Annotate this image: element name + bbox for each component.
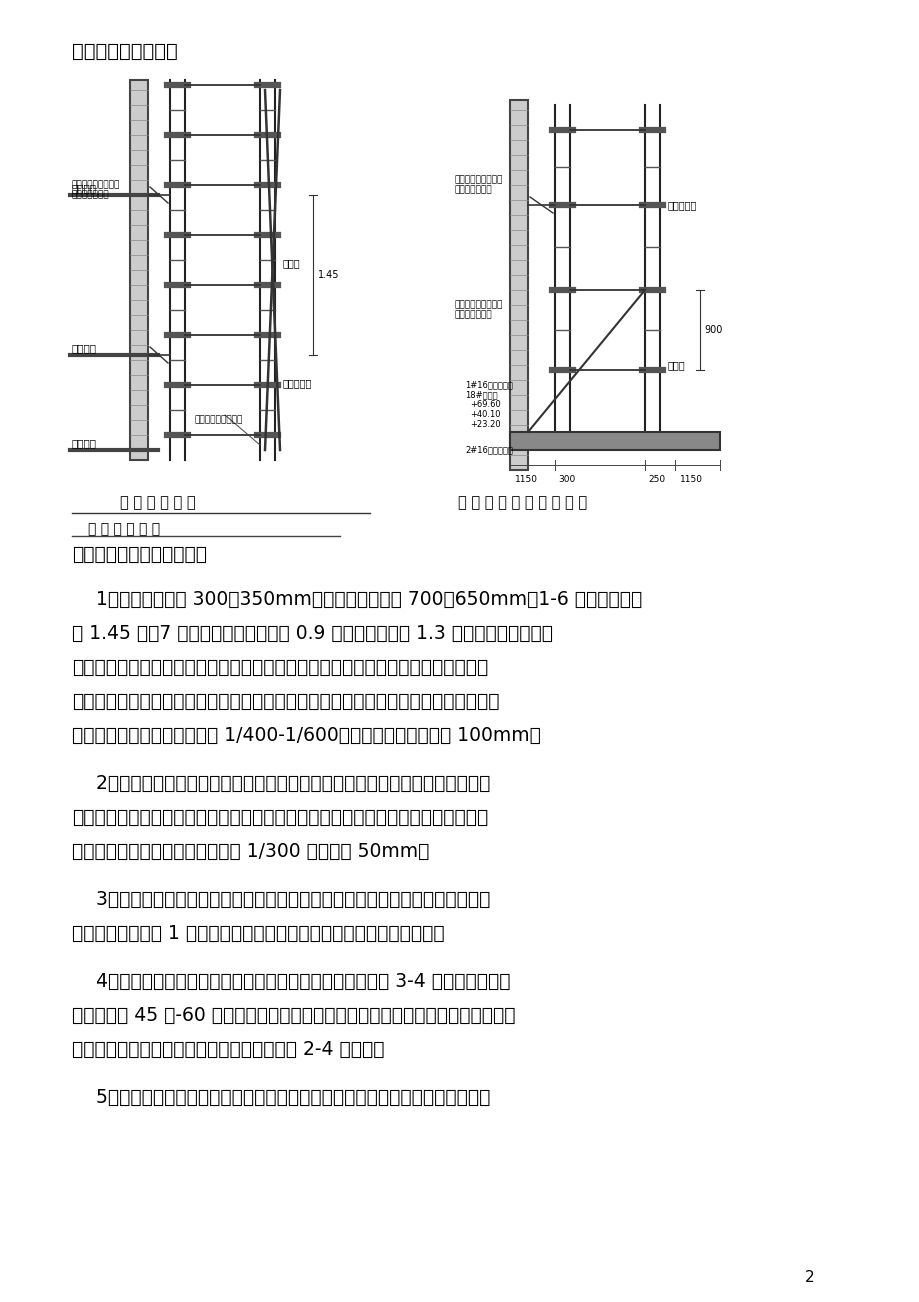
Text: 2: 2 [804,1269,814,1285]
Text: 在不同的立杆纵距中，与相近立杆的距离不大于纵距的三分之一。同一排大横杆的水: 在不同的立杆纵距中，与相近立杆的距离不大于纵距的三分之一。同一排大横杆的水 [72,809,488,827]
Text: 2）大横杆均设置在双排架立杆的内侧，上下两排大横杆的接长位置应错开布置: 2）大横杆均设置在双排架立杆的内侧，上下两排大横杆的接长位置应错开布置 [72,773,490,793]
Text: 18#工字钢: 18#工字钢 [464,391,497,398]
Text: 相邻立杆之间加设 1 根，在任何情况下，均不得拆除贴近立杆的小横杆。: 相邻立杆之间加设 1 根，在任何情况下，均不得拆除贴近立杆的小横杆。 [72,924,444,943]
Text: +40.10: +40.10 [470,410,500,419]
Text: 一层楼面: 一层楼面 [72,437,96,448]
Text: +69.60: +69.60 [470,400,500,409]
Text: 2#16钢筋箍固定: 2#16钢筋箍固定 [464,445,512,454]
Bar [509,432,720,450]
Text: 立杆的垂直偏差应控制在架高 1/400-1/600，使其全高偏斜不大于 100mm。: 立杆的垂直偏差应控制在架高 1/400-1/600，使其全高偏斜不大于 100m… [72,727,540,745]
Text: 每立杆下双根剪支撑: 每立杆下双根剪支撑 [195,415,244,424]
Text: 为 1.45 米，7 层以上的架体的步距为 0.9 米，立杆纵距为 1.3 米。相邻立杆接头位: 为 1.45 米，7 层以上的架体的步距为 0.9 米，立杆纵距为 1.3 米。… [72,624,552,643]
Text: 1#16钢筋箍固定: 1#16钢筋箍固定 [464,380,512,389]
Text: 900: 900 [703,326,721,335]
Text: +23.20: +23.20 [470,421,500,428]
Text: 二层楼面: 二层楼面 [72,342,96,353]
Text: 1.45: 1.45 [318,270,339,280]
Text: 五、脚手架搭设的技术要求: 五、脚手架搭设的技术要求 [72,546,207,564]
Text: 木板封堵层: 木板封堵层 [283,378,312,388]
Text: 1）立杆内侧距墙 300～350mm，里外排架的间距 700～650mm，1-6 层架体的步距: 1）立杆内侧距墙 300～350mm，里外排架的间距 700～650mm，1-6… [72,590,641,609]
Text: 1150: 1150 [679,475,702,484]
Text: 墙内侧扣件夹管: 墙内侧扣件夹管 [455,185,492,194]
Bar [130,79,148,460]
Text: 三步三跨穿墙拉接管: 三步三跨穿墙拉接管 [455,299,503,309]
Text: 墙内侧扣件夹管: 墙内侧扣件夹管 [72,190,109,199]
Text: 二步三跨穿墙拉接管: 二步三跨穿墙拉接管 [72,180,120,189]
Text: 八 层 地 面 开 始 挑 梁 做 法: 八 层 地 面 开 始 挑 梁 做 法 [458,495,586,510]
Text: 置应错开布置在不同步距内，与相近大横杆的距离不宜大于步距的三分之一。立杆与: 置应错开布置在不同步距内，与相近大横杆的距离不宜大于步距的三分之一。立杆与 [72,658,488,677]
Text: 5）连墙杆：采用拉撑结合方式，分别按二步三跨和三步三跨设置原则进行，在: 5）连墙杆：采用拉撑结合方式，分别按二步三跨和三步三跨设置原则进行，在 [72,1088,490,1107]
Text: 3）小横杆贴近立杆布置，搭于大横杆之上，并用直角扣件扣紧，铺跳板层需在: 3）小横杆贴近立杆布置，搭于大横杆之上，并用直角扣件扣紧，铺跳板层需在 [72,891,490,909]
Text: 大横杆必须用直角扣件扣紧，不得隔步设置或遗漏，立杆与立杆间采用对接卡扣连接，: 大横杆必须用直角扣件扣紧，不得隔步设置或遗漏，立杆与立杆间采用对接卡扣连接， [72,691,499,711]
Text: 250: 250 [647,475,664,484]
Text: 安全网: 安全网 [283,258,301,268]
Text: 木板封堵层: 木板封堵层 [667,201,697,210]
Text: 二 至 七 层 做 法: 二 至 七 层 做 法 [88,522,160,536]
Text: 旋转扣件与立杆或大横管扣紧，在中间应增加 2-4 个结点。: 旋转扣件与立杆或大横管扣紧，在中间应增加 2-4 个结点。 [72,1040,384,1059]
Text: 平偏差不大于该片脚手架总长度的 1/300 且不大于 50mm。: 平偏差不大于该片脚手架总长度的 1/300 且不大于 50mm。 [72,842,429,861]
Text: 安全网: 安全网 [667,359,685,370]
Text: 三层楼面: 三层楼面 [72,184,96,193]
Bar [509,100,528,470]
Text: 4）本工程剪刀撑应沿外排脚手架满布设置。剪刀撑应联系 3-4 根立杆，其与水: 4）本工程剪刀撑应沿外排脚手架满布设置。剪刀撑应联系 3-4 根立杆，其与水 [72,973,510,991]
Text: 三步三跨穿墙拉接管: 三步三跨穿墙拉接管 [455,174,503,184]
Text: 墙内侧扣件夹管: 墙内侧扣件夹管 [455,310,492,319]
Text: 平面夹角为 45 度-60 度，沿脚手架两端，及转角处必须延全高设置，剪刀撑两端用: 平面夹角为 45 度-60 度，沿脚手架两端，及转角处必须延全高设置，剪刀撑两端… [72,1006,515,1025]
Text: 1150: 1150 [515,475,538,484]
Text: 300: 300 [558,475,574,484]
Text: 四、构造形式如图：: 四、构造形式如图： [72,42,177,61]
Text: 二 至 七 层 做 法: 二 至 七 层 做 法 [119,495,196,510]
